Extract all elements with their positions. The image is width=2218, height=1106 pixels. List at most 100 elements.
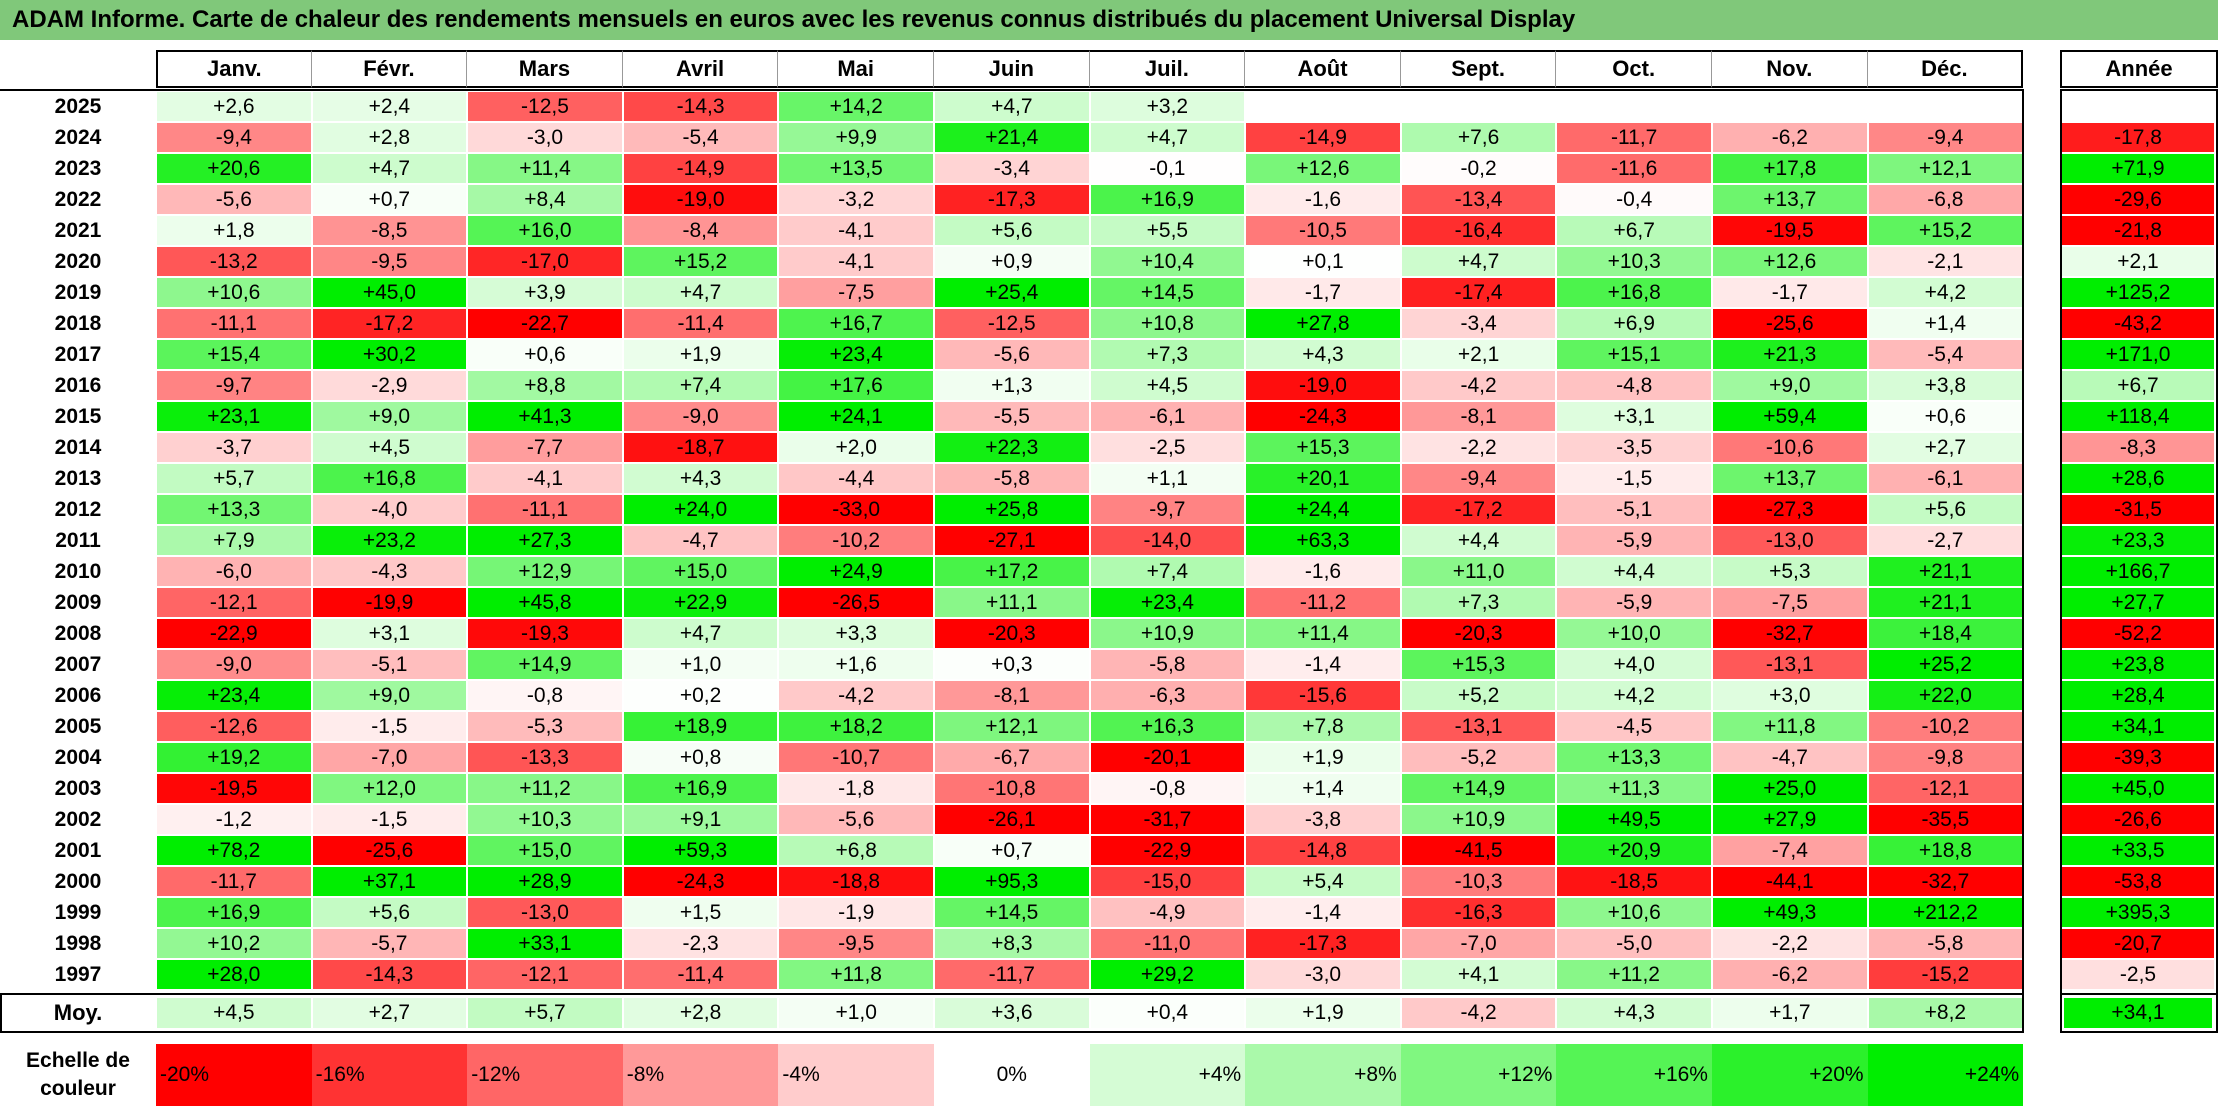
heatmap-cell: +0,9 xyxy=(935,247,1089,276)
heatmap-cell: -14,3 xyxy=(312,960,467,989)
annual-cell: +395,3 xyxy=(2062,898,2214,927)
heatmap-cell: +29,2 xyxy=(1090,960,1245,989)
heatmap-cell: -22,9 xyxy=(1090,836,1245,865)
heatmap-cell: +11,3 xyxy=(1557,774,1711,803)
heatmap-cell: +5,7 xyxy=(157,464,311,493)
row-year-label: 2022 xyxy=(54,188,102,211)
heatmap-cell: -20,3 xyxy=(1401,619,1556,648)
heatmap-cell: -5,3 xyxy=(468,712,622,741)
column-header-6: Juin xyxy=(934,50,1090,88)
heatmap-cell: -4,2 xyxy=(779,681,933,710)
heatmap-cell: -0,8 xyxy=(1090,774,1245,803)
heatmap-cell: -0,4 xyxy=(1557,185,1711,214)
heatmap-cell: -27,1 xyxy=(935,526,1089,555)
annual-cell: +28,4 xyxy=(2062,681,2214,710)
row-year-label: 1998 xyxy=(54,932,102,955)
heatmap-cell: +24,0 xyxy=(623,495,778,524)
color-scale-swatch: -12% xyxy=(467,1044,623,1106)
heatmap-cell: -12,1 xyxy=(1868,774,2023,803)
annual-cell: +33,5 xyxy=(2062,836,2214,865)
heatmap-cell: +27,8 xyxy=(1246,309,1400,338)
heatmap-cell: -6,2 xyxy=(1713,123,1867,152)
heatmap-cell: -2,2 xyxy=(1713,929,1867,958)
heatmap-cell: +4,7 xyxy=(1401,247,1556,276)
heatmap-cell: -19,9 xyxy=(312,588,467,617)
heatmap-cell: +28,9 xyxy=(468,867,622,896)
heatmap-cell: +4,2 xyxy=(1868,278,2023,307)
heatmap-cell: -1,9 xyxy=(779,898,933,927)
heatmap-cell: -6,8 xyxy=(1868,185,2023,214)
heatmap-cell: -18,8 xyxy=(779,867,933,896)
annual-cell: +6,7 xyxy=(2062,371,2214,400)
heatmap-cell: +45,8 xyxy=(468,588,622,617)
row-year-label: 2021 xyxy=(54,219,102,242)
heatmap-cell: -1,6 xyxy=(1246,557,1400,586)
heatmap-cell: -1,7 xyxy=(1713,278,1867,307)
heatmap-cell: -17,2 xyxy=(1401,495,1556,524)
heatmap-cell: -0,2 xyxy=(1401,154,1556,183)
heatmap-cell: -4,8 xyxy=(1557,371,1711,400)
heatmap-cell: +4,4 xyxy=(1401,526,1556,555)
heatmap-cell: +27,3 xyxy=(468,526,622,555)
annual-cell: -29,6 xyxy=(2062,185,2214,214)
heatmap-cell: -10,2 xyxy=(1868,712,2023,741)
heatmap-cell: +15,1 xyxy=(1557,340,1711,369)
heatmap-cell: -19,5 xyxy=(1713,216,1867,245)
heatmap-cell: +63,3 xyxy=(1246,526,1400,555)
heatmap-cell: +20,6 xyxy=(157,154,311,183)
heatmap-cell: -27,3 xyxy=(1713,495,1867,524)
annual-cell: -2,5 xyxy=(2062,960,2214,989)
column-header-2: Févr. xyxy=(311,50,468,88)
annual-cell: -26,6 xyxy=(2062,805,2214,834)
heatmap-cell: +17,6 xyxy=(779,371,933,400)
heatmap-cell: +3,0 xyxy=(1713,681,1867,710)
heatmap-cell: +2,0 xyxy=(779,433,933,462)
heatmap-cell: +5,6 xyxy=(935,216,1089,245)
heatmap-cell: +24,4 xyxy=(1246,495,1400,524)
heatmap-cell: -15,2 xyxy=(1868,960,2023,989)
heatmap-cell: +8,3 xyxy=(935,929,1089,958)
average-cell: +1,9 xyxy=(1246,998,1400,1028)
row-year-label: 2014 xyxy=(54,436,102,459)
annual-cell: +45,0 xyxy=(2062,774,2214,803)
heatmap-cell: +13,3 xyxy=(1557,743,1711,772)
heatmap-cell: -4,1 xyxy=(779,247,933,276)
heatmap-cell: +12,1 xyxy=(935,712,1089,741)
row-year-label: 2023 xyxy=(54,157,102,180)
heatmap-cell: +7,4 xyxy=(1090,557,1245,586)
heatmap-cell: +28,0 xyxy=(157,960,311,989)
heatmap-cell: -19,0 xyxy=(1246,371,1400,400)
heatmap-cell: +2,4 xyxy=(312,92,467,121)
heatmap-cell: -17,3 xyxy=(935,185,1089,214)
heatmap-cell: -7,0 xyxy=(312,743,467,772)
column-header-7: Juil. xyxy=(1089,50,1246,88)
heatmap-cell: +4,4 xyxy=(1557,557,1711,586)
row-year-label: 2008 xyxy=(54,622,102,645)
heatmap-cell: -13,1 xyxy=(1401,712,1556,741)
heatmap-cell: +0,7 xyxy=(312,185,467,214)
heatmap-cell: -12,1 xyxy=(157,588,311,617)
heatmap-cell: +8,8 xyxy=(468,371,622,400)
heatmap-cell: +19,2 xyxy=(157,743,311,772)
heatmap-cell xyxy=(1401,92,1556,121)
heatmap-cell: +18,9 xyxy=(623,712,778,741)
heatmap-cell: -10,6 xyxy=(1713,433,1867,462)
heatmap-cell: +3,1 xyxy=(1557,402,1711,431)
heatmap-cell: +78,2 xyxy=(157,836,311,865)
heatmap-cell: +4,7 xyxy=(623,278,778,307)
heatmap-cell: +15,0 xyxy=(468,836,622,865)
color-scale-swatch: +4% xyxy=(1089,1044,1246,1106)
heatmap-cell: +15,2 xyxy=(623,247,778,276)
heatmap-cell xyxy=(1246,92,1400,121)
heatmap-cell: +0,3 xyxy=(935,650,1089,679)
heatmap-cell: +10,3 xyxy=(1557,247,1711,276)
column-header-10: Oct. xyxy=(1556,50,1712,88)
heatmap-cell: +10,3 xyxy=(468,805,622,834)
heatmap-cell: +10,0 xyxy=(1557,619,1711,648)
heatmap-cell xyxy=(1557,92,1711,121)
heatmap-cell: +5,6 xyxy=(1868,495,2023,524)
heatmap-cell: -33,0 xyxy=(779,495,933,524)
annual-cell: +118,4 xyxy=(2062,402,2214,431)
heatmap-cell: -13,0 xyxy=(1713,526,1867,555)
heatmap-cell: -0,1 xyxy=(1090,154,1245,183)
